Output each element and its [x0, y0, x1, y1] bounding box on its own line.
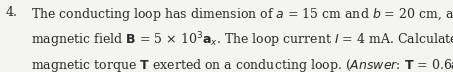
Text: magnetic field $\mathbf{B}$ = 5 $\times$ 10$^{3}$$\mathbf{a}$$_x$. The loop curr: magnetic field $\mathbf{B}$ = 5 $\times$…: [31, 30, 453, 50]
Text: 4.: 4.: [5, 6, 17, 19]
Text: The conducting loop has dimension of $a$ = 15 cm and $b$ = 20 cm, and lies in a : The conducting loop has dimension of $a$…: [31, 6, 453, 23]
Text: magnetic torque $\mathbf{T}$ exerted on a conducting loop. ($\mathit{Answer}$: $: magnetic torque $\mathbf{T}$ exerted on …: [31, 58, 453, 72]
